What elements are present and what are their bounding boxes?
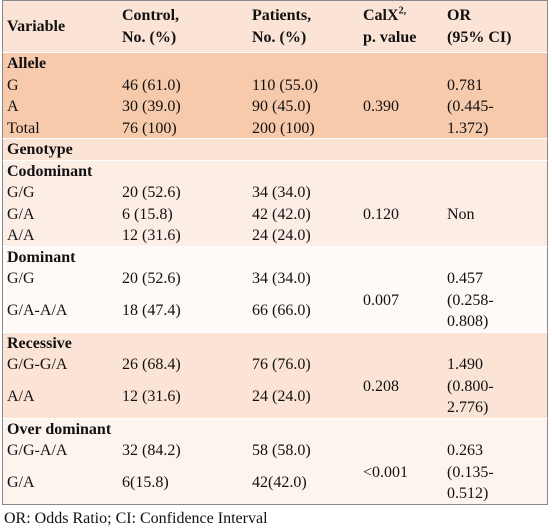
p-value: 0.390: [363, 98, 399, 115]
row-label: G/A: [7, 205, 35, 223]
count-cell: 6 (15.8): [122, 205, 173, 223]
count-cell: 6(15.8): [122, 474, 169, 492]
row-label: G/G-G/A: [7, 356, 68, 373]
count-cell: 66 (66.0): [252, 302, 311, 320]
section: Recessive G/G-G/A 26 (68.4) 76 (76.0) A/A 12 …: [2, 331, 548, 418]
odds-ratio: Non: [447, 205, 475, 223]
header-cell: Patients,: [252, 7, 312, 24]
odds-ratio: 0.512): [447, 485, 489, 502]
section: Over dominant G/G-A/A 32 (84.2) 58 (58.0) G/…: [2, 417, 548, 504]
count-cell: 26 (68.4): [122, 356, 181, 373]
header-cell: Variable: [7, 18, 66, 35]
section: Allele G 46 (61.0) 110 (55.0) A 30 (39.0) 90 (…: [2, 52, 548, 138]
section-title: Codominant: [7, 162, 93, 180]
odds-ratio: 0.781: [447, 76, 483, 94]
row-label: G/G-A/A: [7, 442, 68, 459]
odds-ratio: 1.490: [447, 356, 483, 373]
header-cell: No. (%): [252, 28, 307, 46]
header-cell: p. value: [363, 28, 417, 46]
footnote: OR: Odds Ratio; CI: Confidence Interval: [4, 510, 268, 527]
p-value: 0.120: [363, 205, 399, 223]
section: Genotype: [2, 138, 548, 160]
odds-ratio: (0.135-: [447, 463, 494, 481]
header-cell: Control,: [122, 7, 180, 24]
odds-ratio: 1.372): [447, 119, 489, 137]
count-cell: 24 (24.0): [252, 388, 311, 406]
section: Codominant G/G 20 (52.6) 34 (34.0) G/A 6 (15.…: [2, 159, 548, 246]
header-cell: (95% CI): [447, 28, 512, 46]
count-cell: 34 (34.0): [252, 270, 311, 287]
p-value: <0.001: [363, 463, 409, 481]
odds-ratio: 0.808): [447, 313, 489, 330]
count-cell: 34 (34.0): [252, 184, 311, 201]
row-label: A: [7, 98, 19, 115]
row-label: G/A-A/A: [7, 302, 68, 320]
row-label: G: [7, 76, 19, 94]
header-cell: CalX2,: [363, 5, 407, 24]
odds-ratio: 0.263: [447, 442, 483, 459]
odds-ratio: (0.800-: [447, 377, 494, 395]
count-cell: 76 (100): [122, 119, 177, 137]
count-cell: 18 (47.4): [122, 302, 181, 320]
section-title: Genotype: [7, 141, 73, 158]
row-label: G/A: [7, 474, 35, 492]
row-label: A/A: [7, 227, 35, 244]
section-title: Dominant: [7, 248, 76, 266]
table-bottom: [2, 503, 548, 505]
header-row: Variable Control, No. (%) Patients, No. (%) C…: [2, 0, 548, 52]
count-cell: 42(42.0): [252, 474, 307, 492]
row-label: G/G: [7, 270, 35, 287]
count-cell: 76 (76.0): [252, 356, 311, 373]
row-label: G/G: [7, 184, 35, 201]
odds-ratio: 2.776): [447, 399, 489, 416]
count-cell: 12 (31.6): [122, 388, 181, 406]
odds-ratio: (0.258-: [447, 291, 494, 309]
count-cell: 58 (58.0): [252, 442, 311, 459]
count-cell: 20 (52.6): [122, 270, 181, 287]
count-cell: 90 (45.0): [252, 98, 311, 115]
count-cell: 42 (42.0): [252, 205, 311, 223]
odds-ratio: 0.457: [447, 270, 483, 287]
header-sup: 2,: [398, 5, 407, 17]
count-cell: 24 (24.0): [252, 227, 311, 244]
section: Dominant G/G 20 (52.6) 34 (34.0) G/A-A/A 18 (…: [2, 245, 548, 332]
p-value: 0.208: [363, 377, 399, 395]
section-title: Over dominant: [7, 420, 112, 438]
count-cell: 20 (52.6): [122, 184, 181, 201]
count-cell: 30 (39.0): [122, 98, 181, 115]
header-cell: OR: [447, 7, 471, 24]
header-cell: No. (%): [122, 28, 177, 46]
section-title: Allele: [7, 55, 47, 72]
count-cell: 32 (84.2): [122, 442, 181, 459]
count-cell: 46 (61.0): [122, 76, 181, 94]
section-title: Recessive: [7, 334, 72, 352]
count-cell: 200 (100): [252, 119, 315, 137]
count-cell: 110 (55.0): [252, 76, 319, 94]
p-value: 0.007: [363, 291, 399, 309]
row-label: A/A: [7, 388, 35, 406]
count-cell: 12 (31.6): [122, 227, 181, 244]
odds-ratio: (0.445-: [447, 98, 494, 115]
row-label: Total: [7, 119, 40, 137]
